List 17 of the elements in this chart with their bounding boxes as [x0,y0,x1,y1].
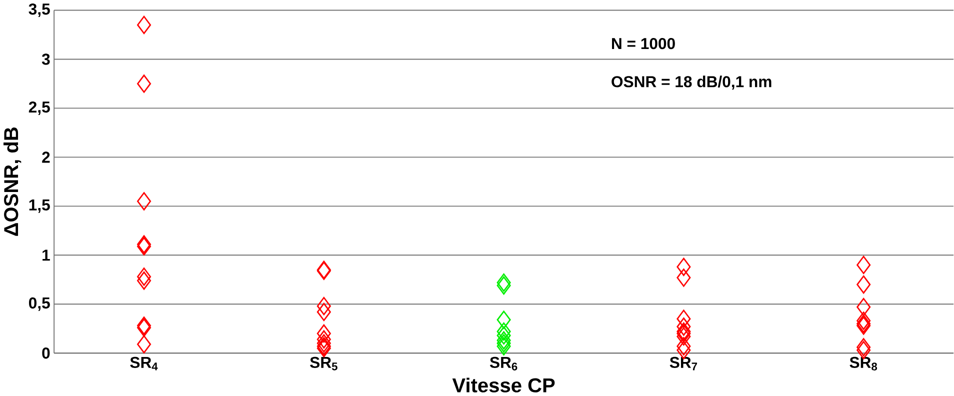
x-axis-title: Vitesse CP [452,378,555,392]
y-tick-label: 0,5 [28,297,50,311]
y-tick-label: 3 [42,54,50,65]
y-tick-label: 2,5 [28,101,50,115]
y-tick-label: 2 [42,152,50,163]
x-tick-label: SR$_{6}$ [490,356,518,371]
y-tick-label: 1 [42,250,50,261]
x-tick-label: SR$_{4}$ [130,356,158,370]
annotation: OSNR = 18 dB/0,1 nm [612,76,772,90]
y-tick-label: 3,5 [28,4,50,18]
annotation: N = 1000 [612,38,675,50]
y-tick-label: 0 [42,348,50,359]
y-axis-title: ΔOSNR, dB [4,128,22,236]
y-tick-label: 1,5 [29,200,50,213]
x-tick-label: SR$_{7}$ [670,356,698,370]
x-tick-label: SR$_{8}$ [850,356,878,371]
x-tick-label: SR$_{5}$ [310,356,338,370]
